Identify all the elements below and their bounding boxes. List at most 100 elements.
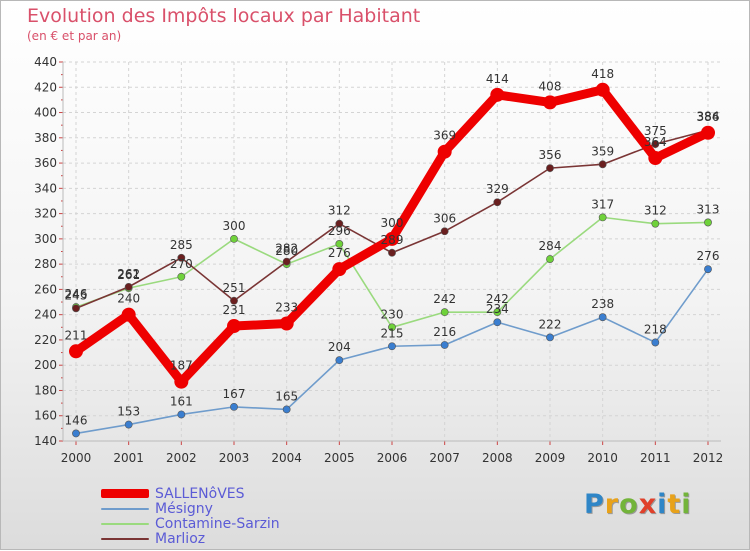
logo-letter: o xyxy=(619,489,639,520)
data-label: 276 xyxy=(697,249,720,263)
data-point xyxy=(121,307,136,322)
data-label: 211 xyxy=(65,328,88,342)
data-point xyxy=(543,95,557,110)
logo-letter: r xyxy=(604,489,620,520)
data-label: 312 xyxy=(328,204,351,218)
data-point xyxy=(177,272,186,281)
data-label: 384 xyxy=(697,110,720,124)
y-tick-label: 240 xyxy=(34,308,57,322)
logo-letter: t xyxy=(667,489,682,520)
x-tick-label: 2007 xyxy=(429,451,460,465)
data-label: 215 xyxy=(381,326,404,340)
data-point xyxy=(335,219,344,228)
data-point xyxy=(648,151,663,166)
y-tick-label: 180 xyxy=(34,383,57,397)
data-point xyxy=(546,164,554,173)
x-tick-label: 2001 xyxy=(113,451,144,465)
data-point xyxy=(388,323,396,332)
data-point xyxy=(388,342,396,351)
data-point xyxy=(174,374,189,389)
data-point xyxy=(651,219,660,228)
data-point xyxy=(282,257,291,266)
data-point xyxy=(230,402,238,411)
data-label: 238 xyxy=(591,297,614,311)
data-label: 204 xyxy=(328,340,351,354)
data-label: 312 xyxy=(644,204,667,218)
data-label: 246 xyxy=(65,287,88,301)
x-tick-label: 2008 xyxy=(482,451,513,465)
data-label: 234 xyxy=(486,302,509,316)
x-tick-label: 2009 xyxy=(535,451,566,465)
y-tick-label: 220 xyxy=(34,333,57,347)
y-tick-label: 380 xyxy=(34,131,57,145)
data-label: 364 xyxy=(644,135,667,149)
data-label: 414 xyxy=(486,72,509,86)
legend-swatch xyxy=(101,489,149,498)
legend-swatch xyxy=(101,537,149,540)
data-label: 313 xyxy=(697,202,720,216)
chart-title: Evolution des Impôts locaux par Habitant xyxy=(27,5,421,27)
x-tick-label: 2005 xyxy=(324,451,355,465)
data-label: 282 xyxy=(275,242,298,256)
data-label: 218 xyxy=(644,322,667,336)
data-label: 317 xyxy=(591,197,614,211)
data-point xyxy=(598,160,607,169)
data-label: 359 xyxy=(591,144,614,158)
legend-label: SALLENôVES xyxy=(155,485,245,502)
x-tick-label: 2012 xyxy=(693,451,724,465)
x-tick-label: 2000 xyxy=(61,451,92,465)
data-label: 231 xyxy=(223,303,246,317)
legend-swatch xyxy=(101,507,149,510)
data-label: 242 xyxy=(433,292,456,306)
data-point xyxy=(335,240,344,248)
data-point xyxy=(230,234,238,243)
x-tick-label: 2006 xyxy=(377,451,408,465)
y-tick-label: 420 xyxy=(34,80,57,94)
data-label: 300 xyxy=(223,219,246,233)
legend-item: Contamine-Sarzin xyxy=(101,516,280,532)
data-point xyxy=(124,420,133,429)
y-tick-label: 140 xyxy=(34,434,57,448)
data-label: 216 xyxy=(433,325,456,339)
data-label: 245 xyxy=(65,288,88,302)
data-point xyxy=(651,338,660,347)
chart-subtitle: (en € et par an) xyxy=(27,29,122,43)
data-label: 386 xyxy=(697,110,720,124)
data-point xyxy=(69,344,83,359)
data-point xyxy=(440,308,449,317)
data-label: 167 xyxy=(223,387,246,401)
data-point xyxy=(282,405,291,414)
data-label: 276 xyxy=(328,246,351,260)
data-point xyxy=(177,253,186,262)
legend-item: Marlioz xyxy=(101,530,280,547)
data-point xyxy=(72,429,80,438)
y-tick-label: 200 xyxy=(34,358,57,372)
legend-swatch xyxy=(101,522,149,525)
data-labels: 211 240 187 231 233 276 300 369 414 408 418 364 384 1… xyxy=(65,67,720,428)
data-point xyxy=(651,140,660,149)
data-label: 285 xyxy=(170,238,193,252)
y-tick-label: 320 xyxy=(34,207,57,221)
data-point xyxy=(440,227,449,236)
data-label: 300 xyxy=(381,216,404,230)
data-label: 242 xyxy=(486,292,509,306)
data-point xyxy=(332,262,347,277)
data-label: 296 xyxy=(328,224,351,238)
x-tick-label: 2004 xyxy=(271,451,302,465)
data-point xyxy=(230,296,238,305)
data-label: 161 xyxy=(170,394,193,408)
legend: SALLENôVES Mésigny Contamine-Sarzin Marlioz xyxy=(101,485,280,547)
data-point xyxy=(437,144,452,159)
data-point xyxy=(546,333,554,342)
data-label: 289 xyxy=(381,233,404,247)
logo-letter: i xyxy=(681,489,692,520)
y-tick-label: 160 xyxy=(34,409,57,423)
y-tick-label: 260 xyxy=(34,282,57,296)
data-label: 230 xyxy=(381,307,404,321)
x-tick-label: 2003 xyxy=(219,451,250,465)
data-label: 270 xyxy=(170,257,193,271)
legend-label: Marlioz xyxy=(155,530,206,547)
data-label: 418 xyxy=(591,67,614,81)
